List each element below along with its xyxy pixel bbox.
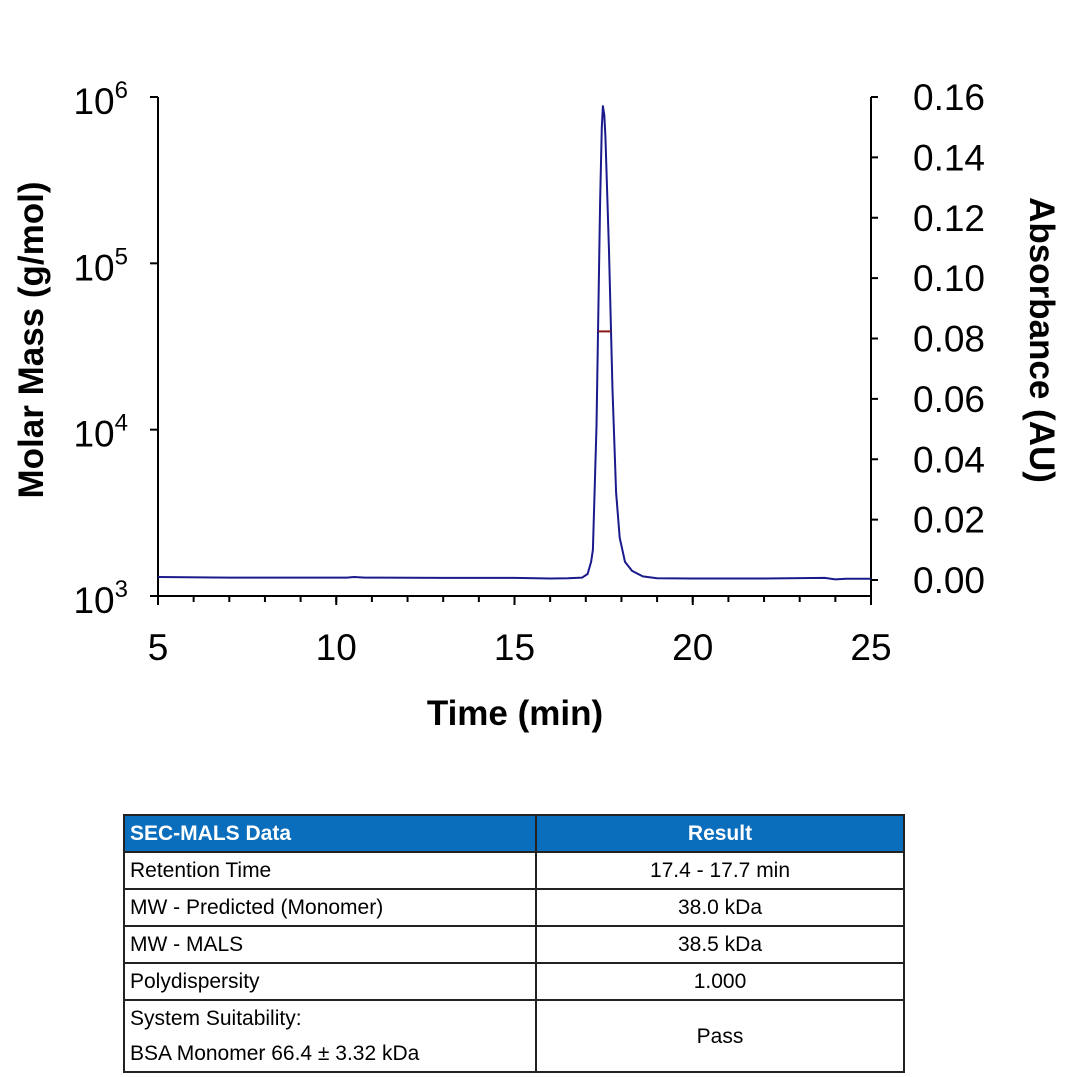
header-result: Result: [535, 814, 905, 853]
row-value: 38.0 kDa: [535, 888, 905, 927]
right-tick-label: 0.08: [913, 319, 985, 360]
row-label-line-2: BSA Monomer 66.4 ± 3.32 kDa: [130, 1042, 420, 1065]
table-row: Retention Time 17.4 - 17.7 min: [123, 851, 905, 890]
right-tick-label: 0.14: [913, 137, 985, 178]
table-row: MW - MALS 38.5 kDa: [123, 925, 905, 964]
x-axis-title: Time (min): [427, 694, 603, 733]
right-tick-label: 0.02: [913, 500, 985, 541]
table-row: MW - Predicted (Monomer) 38.0 kDa: [123, 888, 905, 927]
x-tick-label: 5: [148, 627, 169, 668]
axes: 5 10 15 20 25 106 105 104 103 0.16 0.14 0.12 0.10 0.0…: [73, 77, 985, 668]
row-label: MW - MALS: [123, 925, 537, 964]
table-row: Polydispersity 1.000: [123, 962, 905, 1001]
x-tick-label: 15: [494, 627, 535, 668]
data-series: [157, 105, 871, 581]
left-tick-label: 103: [73, 576, 128, 621]
row-value: Pass: [535, 999, 905, 1073]
row-label: MW - Predicted (Monomer): [123, 888, 537, 927]
row-label: System Suitability: BSA Monomer 66.4 ± 3…: [123, 999, 537, 1073]
right-tick-label: 0.12: [913, 198, 985, 239]
left-tick-label: 105: [73, 243, 128, 288]
left-tick-label: 106: [73, 77, 128, 122]
x-tick-label: 20: [672, 627, 713, 668]
right-axis-title: Absorbance (AU): [1022, 197, 1061, 483]
right-tick-label: 0.10: [913, 258, 985, 299]
table-header-row: SEC-MALS Data Result: [123, 814, 905, 853]
right-tick-label: 0.16: [913, 77, 985, 118]
x-tick-label: 25: [850, 627, 891, 668]
left-tick-label: 104: [73, 410, 128, 455]
x-tick-label: 10: [316, 627, 357, 668]
sec-mals-table: SEC-MALS Data Result Retention Time 17.4…: [123, 814, 905, 1073]
right-tick-label: 0.06: [913, 379, 985, 420]
row-label: Polydispersity: [123, 962, 537, 1001]
row-value: 38.5 kDa: [535, 925, 905, 964]
header-sec-mals-data: SEC-MALS Data: [123, 814, 537, 853]
sec-mals-chart: 5 10 15 20 25 106 105 104 103 0.16 0.14 0.12 0.10 0.0…: [12, 77, 1061, 733]
row-value: 17.4 - 17.7 min: [535, 851, 905, 890]
table-row: System Suitability: BSA Monomer 66.4 ± 3…: [123, 999, 905, 1073]
row-label: Retention Time: [123, 851, 537, 890]
left-axis-title: Molar Mass (g/mol): [12, 182, 51, 499]
right-tick-label: 0.04: [913, 439, 985, 480]
absorbance-series: [157, 105, 871, 581]
row-label-line-1: System Suitability:: [130, 1007, 302, 1030]
right-tick-label: 0.00: [913, 560, 985, 601]
row-value: 1.000: [535, 962, 905, 1001]
